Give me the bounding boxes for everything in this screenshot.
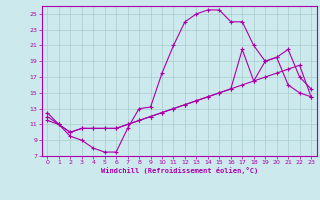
X-axis label: Windchill (Refroidissement éolien,°C): Windchill (Refroidissement éolien,°C): [100, 167, 258, 174]
